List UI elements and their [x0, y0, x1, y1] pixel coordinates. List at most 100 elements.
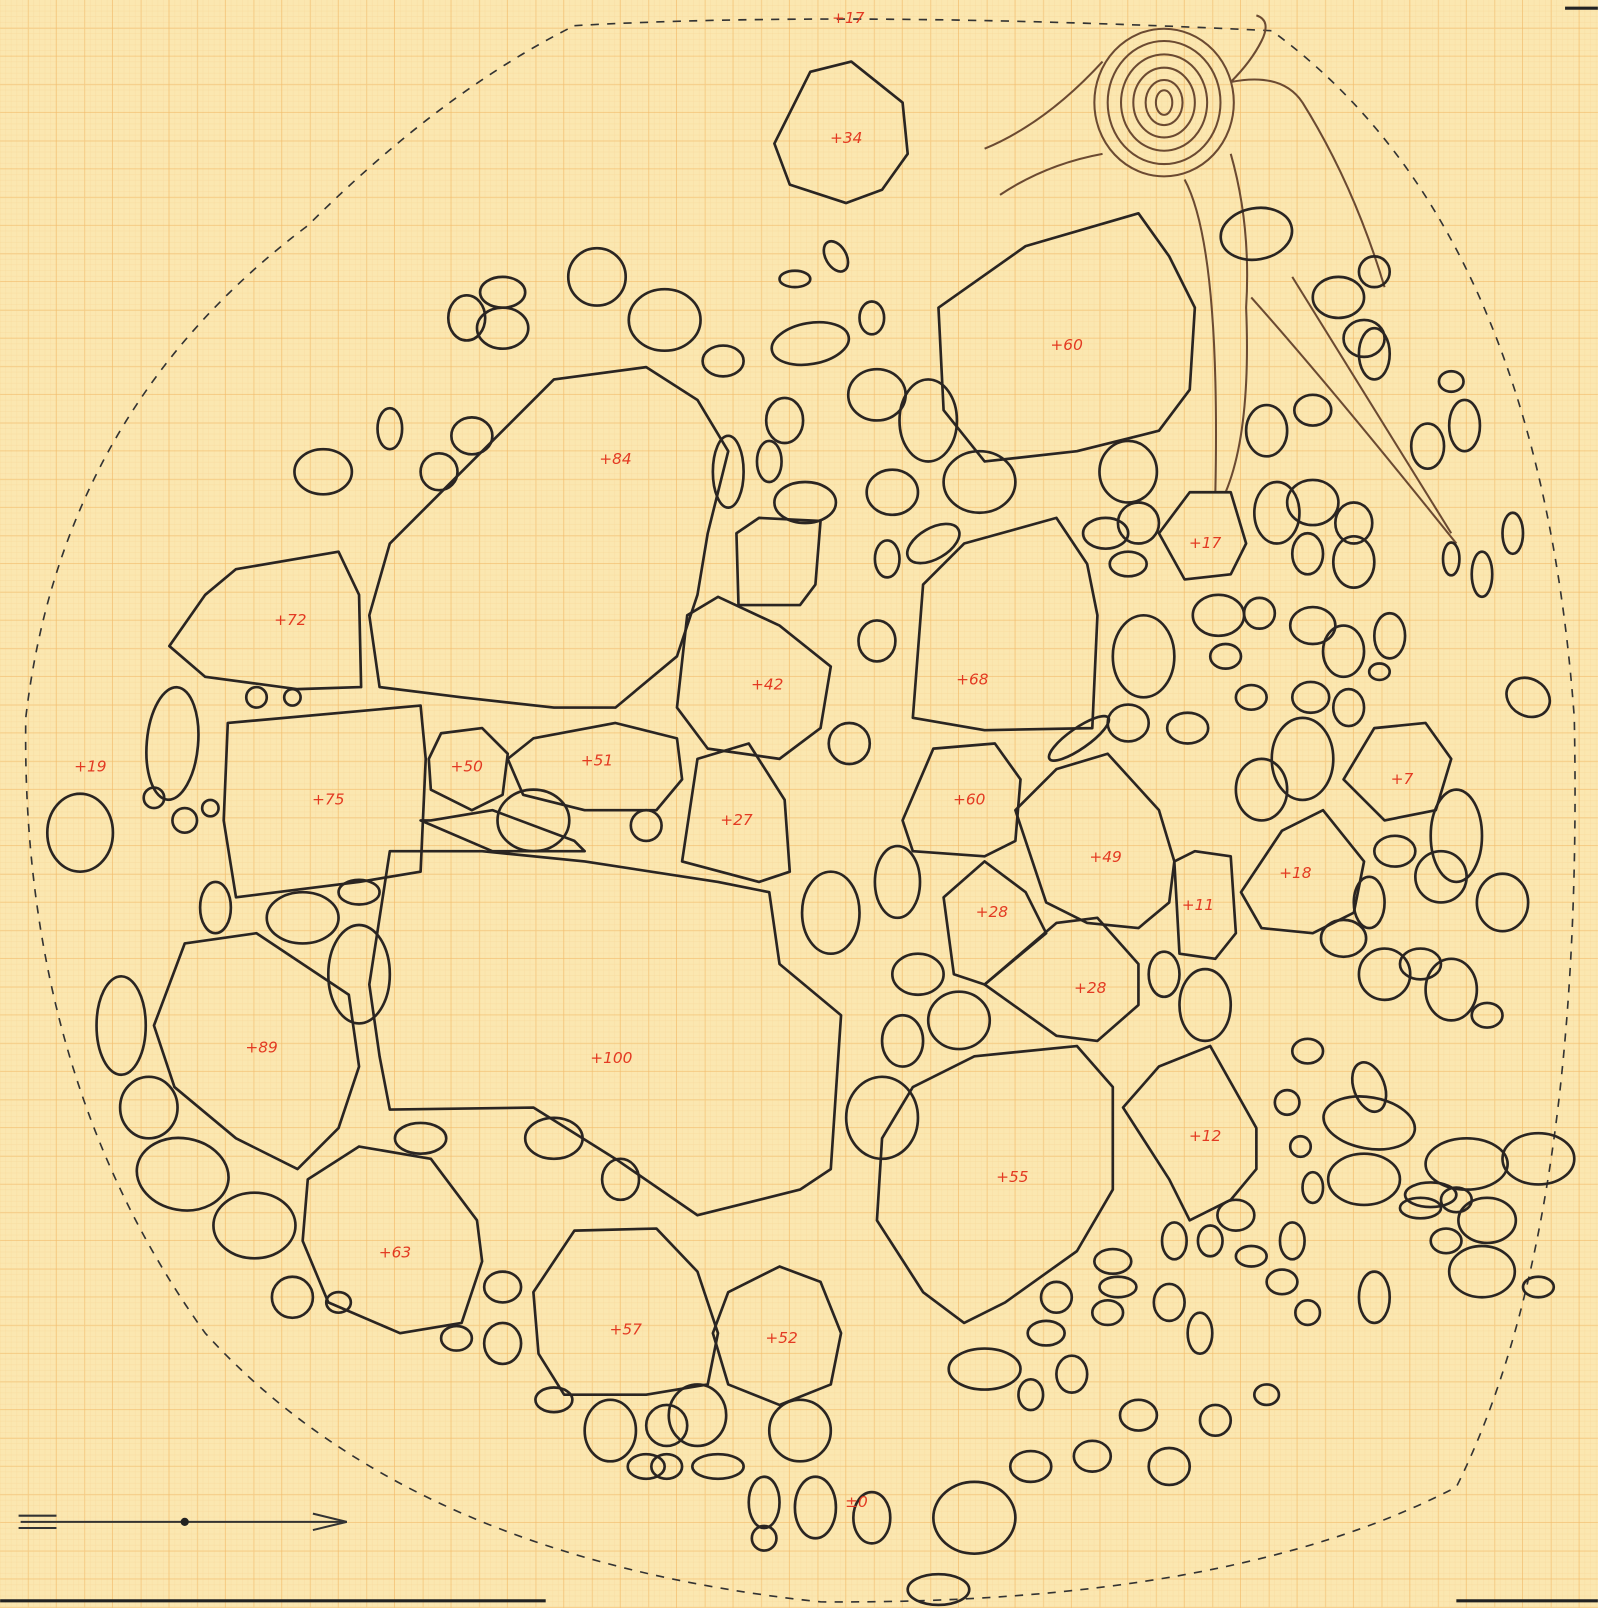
stone — [1357, 326, 1392, 381]
stone — [1290, 1037, 1325, 1065]
stone — [1208, 642, 1243, 670]
stone — [1234, 683, 1268, 711]
elevation-label: +17 — [1189, 534, 1222, 552]
stone — [212, 1191, 297, 1260]
stone — [1342, 318, 1386, 359]
stone — [1173, 849, 1238, 961]
stone — [1285, 478, 1340, 527]
stone — [1008, 1449, 1053, 1484]
stone — [1372, 611, 1407, 660]
elevation-label: +11 — [1182, 896, 1214, 914]
stone — [875, 1044, 1115, 1325]
stone — [644, 1403, 689, 1448]
elevation-label: +75 — [312, 790, 344, 808]
stone — [1447, 398, 1482, 453]
stone — [1447, 1244, 1517, 1299]
stone — [983, 916, 1140, 1043]
stone — [376, 406, 404, 451]
stone — [675, 595, 833, 761]
stone — [1273, 1088, 1301, 1117]
elevation-label: +84 — [599, 450, 631, 468]
stone — [1047, 714, 1111, 762]
stone — [478, 275, 527, 309]
elevation-label: +50 — [451, 758, 484, 776]
stone — [1196, 1224, 1224, 1258]
stone — [649, 1452, 684, 1481]
stone — [1244, 403, 1289, 458]
stone — [1265, 1268, 1299, 1296]
stone — [1098, 1275, 1138, 1299]
stone — [1398, 1196, 1443, 1220]
stone — [482, 1321, 523, 1366]
stone — [1108, 550, 1148, 578]
stone — [1165, 711, 1210, 745]
north-arrow — [18, 1512, 347, 1532]
stone — [711, 1265, 843, 1407]
stone — [1429, 1227, 1463, 1255]
elevation-label: +89 — [245, 1039, 277, 1057]
stone — [680, 742, 792, 884]
elevation-label: +72 — [274, 611, 306, 629]
stone — [1311, 275, 1366, 320]
stone — [1501, 511, 1525, 556]
stone — [1505, 676, 1552, 719]
stone — [1290, 680, 1331, 715]
stone — [1081, 516, 1130, 550]
stone — [200, 798, 220, 818]
stone — [1372, 834, 1417, 868]
elevation-label: +7 — [1391, 770, 1414, 788]
stone — [767, 1398, 833, 1463]
stone — [1186, 1311, 1214, 1356]
stone — [1288, 1134, 1313, 1159]
elevation-label: +19 — [74, 758, 106, 776]
stone — [1424, 957, 1479, 1022]
elevation-label: +18 — [1279, 864, 1312, 882]
stone — [942, 449, 1017, 515]
stone — [1178, 967, 1233, 1043]
stone — [1501, 1131, 1576, 1186]
stone — [1116, 501, 1161, 545]
stone — [898, 378, 959, 463]
stone — [482, 1270, 523, 1304]
stone — [1352, 875, 1386, 930]
stone — [1342, 721, 1453, 822]
stone — [419, 451, 459, 492]
stone — [419, 808, 587, 853]
elevation-label: +28 — [1074, 979, 1107, 997]
stone — [1121, 1044, 1258, 1222]
stone — [778, 269, 812, 289]
stone — [1413, 849, 1468, 904]
stone — [911, 516, 1099, 732]
stone — [446, 294, 487, 342]
stone — [1350, 1061, 1388, 1114]
elevation-label: +68 — [956, 670, 989, 688]
stone — [600, 1157, 641, 1202]
stone — [844, 1075, 920, 1161]
stone — [926, 990, 992, 1051]
stone — [1216, 1198, 1256, 1232]
stone — [890, 952, 945, 997]
stone — [691, 1452, 745, 1481]
stone — [1093, 1247, 1133, 1276]
stone — [1441, 541, 1461, 577]
stone — [858, 300, 886, 336]
stone — [747, 1475, 781, 1530]
elevation-label: ±0 — [845, 1493, 868, 1511]
stone — [171, 806, 199, 835]
stone — [1357, 255, 1392, 289]
stone — [367, 849, 843, 1217]
stone — [905, 522, 961, 565]
stone — [1014, 752, 1176, 930]
stone — [1055, 1354, 1089, 1394]
stone — [827, 721, 872, 766]
stone — [326, 923, 392, 1025]
stone — [145, 685, 200, 802]
stone — [1242, 596, 1277, 630]
stone — [1334, 501, 1374, 545]
elevation-label: +57 — [609, 1321, 642, 1339]
stone — [1152, 1282, 1186, 1323]
stone — [1234, 1244, 1268, 1268]
stone — [282, 687, 302, 707]
stone — [1457, 1196, 1518, 1245]
stone — [1026, 1319, 1066, 1347]
